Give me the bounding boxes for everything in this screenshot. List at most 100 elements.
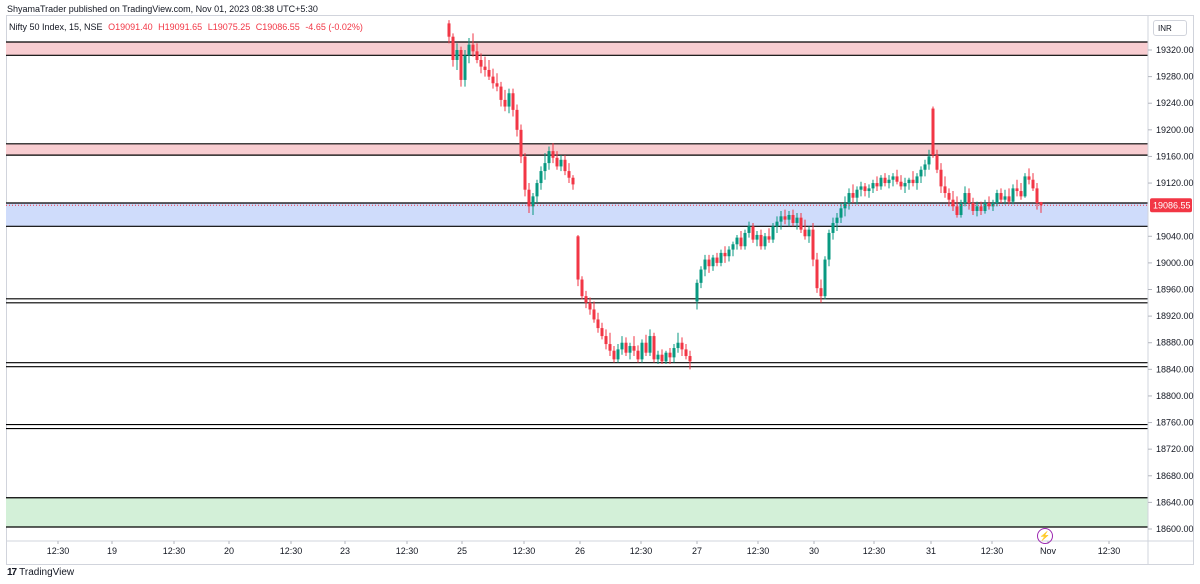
candle-body[interactable]	[515, 109, 519, 130]
candle-body[interactable]	[559, 159, 563, 167]
candle-body[interactable]	[867, 188, 871, 192]
candle-body[interactable]	[875, 183, 879, 187]
candle-body[interactable]	[604, 336, 608, 345]
candle-body[interactable]	[628, 346, 632, 353]
candle-body[interactable]	[688, 356, 692, 362]
candle-body[interactable]	[727, 249, 731, 257]
candle-body[interactable]	[499, 86, 503, 100]
candle-body[interactable]	[731, 244, 735, 250]
candle-body[interactable]	[879, 177, 883, 187]
candle-body[interactable]	[519, 129, 523, 157]
candle-body[interactable]	[547, 151, 551, 164]
candle-body[interactable]	[939, 169, 943, 187]
candle-body[interactable]	[979, 206, 983, 211]
candle-body[interactable]	[995, 193, 999, 204]
candle-body[interactable]	[919, 169, 923, 177]
candle-body[interactable]	[891, 176, 895, 180]
candle-body[interactable]	[1027, 176, 1031, 180]
candle-body[interactable]	[983, 203, 987, 211]
candle-body[interactable]	[923, 164, 927, 170]
candle-body[interactable]	[783, 216, 787, 220]
candle-body[interactable]	[652, 336, 656, 360]
candle-body[interactable]	[1019, 191, 1023, 197]
candle-body[interactable]	[971, 203, 975, 211]
candle-body[interactable]	[955, 206, 959, 215]
candle-body[interactable]	[855, 189, 859, 198]
candle-body[interactable]	[1023, 176, 1027, 197]
candle-body[interactable]	[863, 186, 867, 192]
candle-body[interactable]	[596, 319, 600, 329]
candle-body[interactable]	[543, 163, 547, 172]
candle-body[interactable]	[447, 23, 451, 37]
candle-body[interactable]	[735, 237, 739, 245]
candle-body[interactable]	[487, 69, 491, 77]
candle-body[interactable]	[684, 349, 688, 357]
candle-body[interactable]	[471, 44, 475, 52]
candle-body[interactable]	[959, 203, 963, 215]
candle-body[interactable]	[823, 259, 827, 297]
candle-body[interactable]	[815, 259, 819, 289]
candle-body[interactable]	[656, 354, 660, 360]
candle-body[interactable]	[747, 226, 751, 233]
candle-body[interactable]	[451, 36, 455, 60]
candle-body[interactable]	[851, 193, 855, 198]
chart-frame[interactable]	[6, 15, 1194, 565]
candle-body[interactable]	[819, 288, 823, 297]
candle-body[interactable]	[903, 183, 907, 187]
candle-body[interactable]	[967, 193, 971, 204]
candle-body[interactable]	[1011, 188, 1015, 202]
candle-body[interactable]	[859, 186, 863, 190]
candle-body[interactable]	[624, 342, 628, 353]
candle-body[interactable]	[791, 214, 795, 223]
candle-body[interactable]	[1003, 196, 1007, 200]
candle-body[interactable]	[531, 196, 535, 207]
last-price-badge[interactable]	[1150, 198, 1192, 213]
candle-body[interactable]	[668, 352, 672, 358]
candle-body[interactable]	[672, 348, 676, 358]
candle-body[interactable]	[539, 171, 543, 184]
candle-body[interactable]	[523, 156, 527, 190]
candle-body[interactable]	[680, 342, 684, 350]
candle-body[interactable]	[584, 296, 588, 303]
candle-body[interactable]	[831, 222, 835, 233]
candle-body[interactable]	[567, 171, 571, 178]
candle-body[interactable]	[771, 226, 775, 240]
candle-body[interactable]	[987, 203, 991, 207]
candle-body[interactable]	[612, 350, 616, 360]
candle-body[interactable]	[660, 354, 664, 362]
candle-body[interactable]	[588, 302, 592, 310]
candle-body[interactable]	[807, 229, 811, 237]
candle-body[interactable]	[947, 193, 951, 200]
candle-body[interactable]	[511, 93, 515, 110]
candle-body[interactable]	[803, 229, 807, 237]
candle-body[interactable]	[463, 55, 467, 80]
candle-body[interactable]	[555, 157, 559, 167]
candle-body[interactable]	[467, 44, 471, 56]
candle-body[interactable]	[479, 59, 483, 67]
candle-body[interactable]	[911, 179, 915, 184]
candle-body[interactable]	[839, 208, 843, 218]
candle-body[interactable]	[795, 217, 799, 223]
candle-body[interactable]	[811, 229, 815, 260]
candle-body[interactable]	[535, 183, 539, 197]
candle-body[interactable]	[887, 179, 891, 184]
candle-body[interactable]	[723, 252, 727, 257]
candle-body[interactable]	[608, 344, 612, 351]
candle-body[interactable]	[943, 186, 947, 194]
candle-body[interactable]	[751, 226, 755, 240]
candle-body[interactable]	[1035, 188, 1039, 204]
candle-body[interactable]	[719, 252, 723, 263]
candle-body[interactable]	[759, 234, 763, 247]
candle-body[interactable]	[527, 189, 531, 207]
candle-body[interactable]	[975, 206, 979, 211]
candle-body[interactable]	[455, 50, 459, 60]
candle-body[interactable]	[644, 342, 648, 353]
candle-body[interactable]	[871, 183, 875, 189]
candle-body[interactable]	[951, 199, 955, 207]
candle-body[interactable]	[503, 99, 507, 107]
candle-body[interactable]	[775, 221, 779, 227]
candle-body[interactable]	[676, 342, 680, 349]
candle-body[interactable]	[883, 177, 887, 184]
candle-body[interactable]	[739, 237, 743, 247]
candle-body[interactable]	[563, 159, 567, 172]
